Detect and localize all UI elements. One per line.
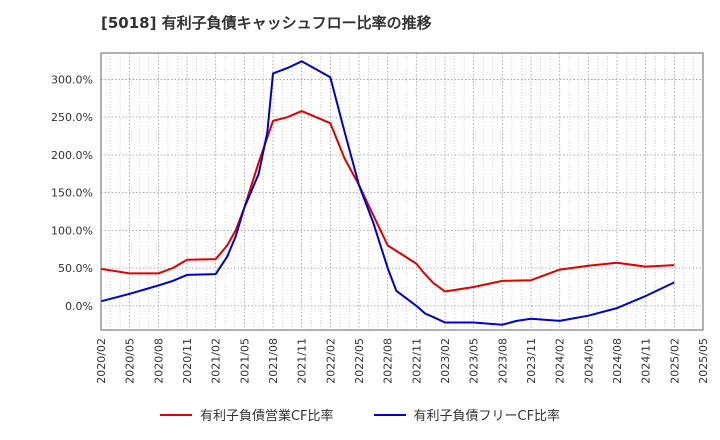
plot-frame xyxy=(100,52,704,331)
series-lines xyxy=(100,60,675,326)
x-tick-label: 2020/11 xyxy=(181,338,194,384)
x-tick-label: 2022/02 xyxy=(324,338,337,384)
legend-swatch-blue xyxy=(373,413,406,416)
x-tick-label: 2022/05 xyxy=(353,338,366,384)
legend-label-operating-cf: 有利子負債営業CF比率 xyxy=(199,409,334,424)
x-tick-label: 2023/05 xyxy=(468,338,481,384)
x-tick-label: 2024/11 xyxy=(640,338,653,384)
x-tick-label: 2023/02 xyxy=(439,338,452,384)
x-tick-label: 2023/11 xyxy=(525,338,538,384)
y-tick-label: 50.0% xyxy=(58,262,93,275)
x-tick-label: 2024/05 xyxy=(582,338,595,384)
x-tick-label: 2021/08 xyxy=(267,338,280,384)
x-axis-ticks: 2020/02 2020/05 2020/08 2020/11 2021/02 2021/… xyxy=(95,338,710,384)
grid-lines xyxy=(100,53,704,330)
y-tick-label: 300.0% xyxy=(51,73,93,86)
legend-label-free-cf: 有利子負債フリーCF比率 xyxy=(413,409,561,424)
x-tick-label: 2022/08 xyxy=(382,338,395,384)
y-tick-label: 100.0% xyxy=(51,224,93,237)
y-tick-label: 150.0% xyxy=(51,187,93,200)
legend-swatch-red xyxy=(159,413,192,416)
x-tick-label: 2021/05 xyxy=(238,338,251,384)
chart-title: [5018] 有利子負債キャッシュフロー比率の推移 xyxy=(101,14,432,32)
legend-item-operating-cf: 有利子負債営業CF比率 xyxy=(159,405,334,424)
series-line-free-cf xyxy=(100,60,675,326)
x-tick-label: 2020/08 xyxy=(152,338,165,384)
y-axis-ticks: 0.0% 50.0% 100.0% 150.0% 200.0% 250.0% 300.0% xyxy=(51,73,93,312)
x-tick-label: 2021/11 xyxy=(296,338,309,384)
x-tick-label: 2020/02 xyxy=(95,338,108,384)
x-tick-label: 2025/05 xyxy=(697,338,710,384)
x-tick-label: 2024/02 xyxy=(554,338,567,384)
x-tick-label: 2023/08 xyxy=(496,338,509,384)
x-tick-label: 2022/11 xyxy=(410,338,423,384)
x-tick-label: 2020/05 xyxy=(124,338,137,384)
x-tick-label: 2024/08 xyxy=(611,338,624,384)
x-tick-label: 2021/02 xyxy=(210,338,223,384)
legend-item-free-cf: 有利子負債フリーCF比率 xyxy=(373,405,561,424)
y-tick-label: 250.0% xyxy=(51,111,93,124)
legend: 有利子負債営業CF比率 有利子負債フリーCF比率 xyxy=(0,405,720,424)
y-tick-label: 0.0% xyxy=(65,300,93,313)
y-tick-label: 200.0% xyxy=(51,149,93,162)
x-tick-label: 2025/02 xyxy=(668,338,681,384)
